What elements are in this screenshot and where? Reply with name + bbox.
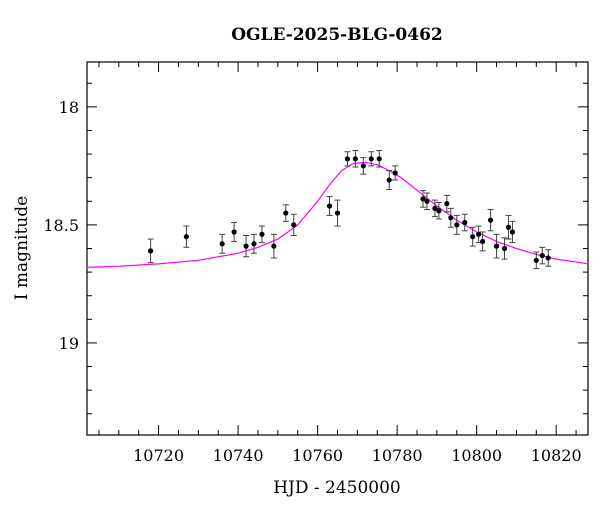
x-tick-label: 10800 [451, 446, 502, 465]
x-tick-label: 10740 [213, 446, 264, 465]
data-point [259, 231, 265, 237]
plot-frame [86, 61, 589, 436]
data-point [283, 210, 289, 216]
data-point [509, 229, 516, 235]
data-point [386, 177, 392, 183]
data-point [271, 243, 277, 249]
chart-title: OGLE-2025-BLG-0462 [231, 25, 443, 45]
x-axis-tick-labels: 10720 10740 10760 10780 10800 10820 [133, 446, 582, 465]
data-point [344, 156, 351, 162]
data-point [251, 241, 257, 247]
data-point [470, 234, 476, 240]
data-point [352, 156, 358, 162]
y-tick-label: 19 [59, 334, 79, 353]
data-point [420, 196, 426, 202]
data-point [368, 156, 374, 162]
x-tick-label: 10820 [531, 446, 582, 465]
data-point [505, 224, 512, 230]
y-axis-label: I magnitude [12, 196, 32, 300]
data-point [545, 255, 551, 261]
data-point [539, 252, 545, 259]
data-point [231, 229, 237, 235]
data-point [326, 203, 333, 209]
data-point [454, 222, 460, 228]
x-tick-label: 10720 [133, 446, 184, 465]
data-point [376, 156, 382, 162]
data-point [291, 222, 297, 228]
data-point [493, 243, 500, 249]
x-tick-label: 10760 [292, 446, 343, 465]
y-tick-label: 18 [59, 98, 79, 117]
y-axis-ticks [87, 82, 588, 415]
data-point [533, 257, 539, 263]
data-point [480, 238, 486, 245]
data-point [476, 231, 482, 237]
data-point [501, 245, 508, 252]
x-axis-ticks [98, 62, 577, 435]
data-point [424, 198, 430, 204]
data-point [392, 170, 398, 176]
data-point [183, 234, 190, 240]
data-point [487, 217, 494, 223]
data-point [243, 243, 249, 249]
data-point [462, 219, 468, 226]
data-point [444, 201, 450, 207]
data-point [334, 210, 341, 216]
y-axis-tick-labels: 18 18.5 19 [43, 98, 79, 353]
data-point [360, 163, 366, 169]
data-point [448, 215, 454, 221]
x-tick-label: 10780 [372, 446, 423, 465]
data-points [147, 150, 552, 270]
data-point [219, 241, 225, 247]
data-point [432, 205, 438, 211]
data-point [436, 208, 442, 214]
data-point [148, 248, 154, 254]
y-tick-label: 18.5 [43, 216, 79, 235]
x-axis-label: HJD - 2450000 [273, 478, 401, 498]
